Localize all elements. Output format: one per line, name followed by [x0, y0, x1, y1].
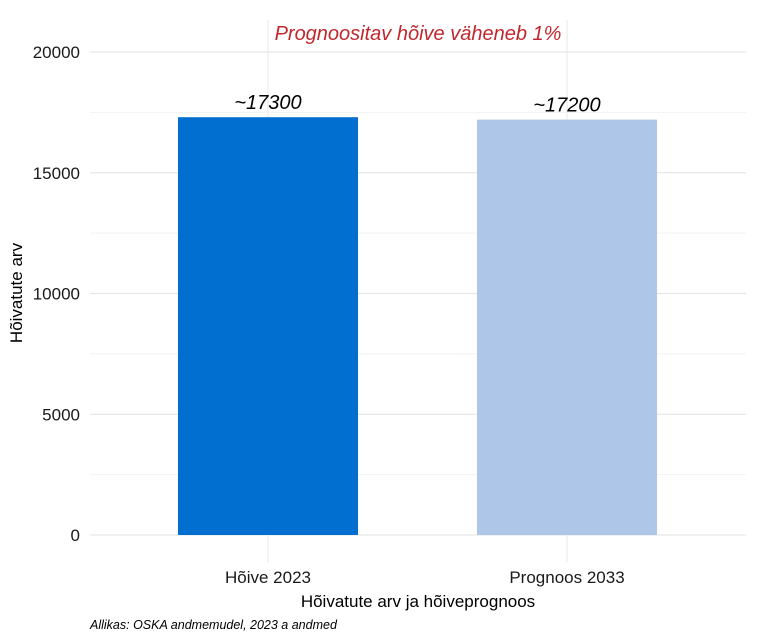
- bar-value-label: ~17200: [533, 95, 600, 117]
- source-caption: Allikas: OSKA andmemudel, 2023 a andmed: [89, 618, 338, 632]
- y-axis-title: Hõivatute arv: [7, 242, 26, 343]
- y-tick-label: 20000: [33, 43, 80, 62]
- x-tick-label: Hõive 2023: [225, 568, 311, 587]
- x-tick-label: Prognoos 2033: [509, 568, 624, 587]
- y-tick-label: 5000: [42, 405, 80, 424]
- y-tick-label: 0: [71, 526, 80, 545]
- bar: [477, 119, 657, 536]
- chart-annotation: Prognoositav hõive väheneb 1%: [275, 23, 562, 45]
- bar: [178, 117, 358, 535]
- y-tick-labels: 0 5000 10000 15000 20000: [33, 43, 80, 545]
- x-tick-labels: Hõive 2023 Prognoos 2033: [225, 568, 625, 587]
- bar-value-labels: ~17300 ~17200: [234, 92, 600, 116]
- y-tick-label: 15000: [33, 164, 80, 183]
- bar-value-label: ~17300: [234, 92, 301, 114]
- bars: [178, 117, 657, 536]
- x-axis-title: Hõivatute arv ja hõiveprognoos: [301, 592, 535, 611]
- y-tick-label: 10000: [33, 285, 80, 304]
